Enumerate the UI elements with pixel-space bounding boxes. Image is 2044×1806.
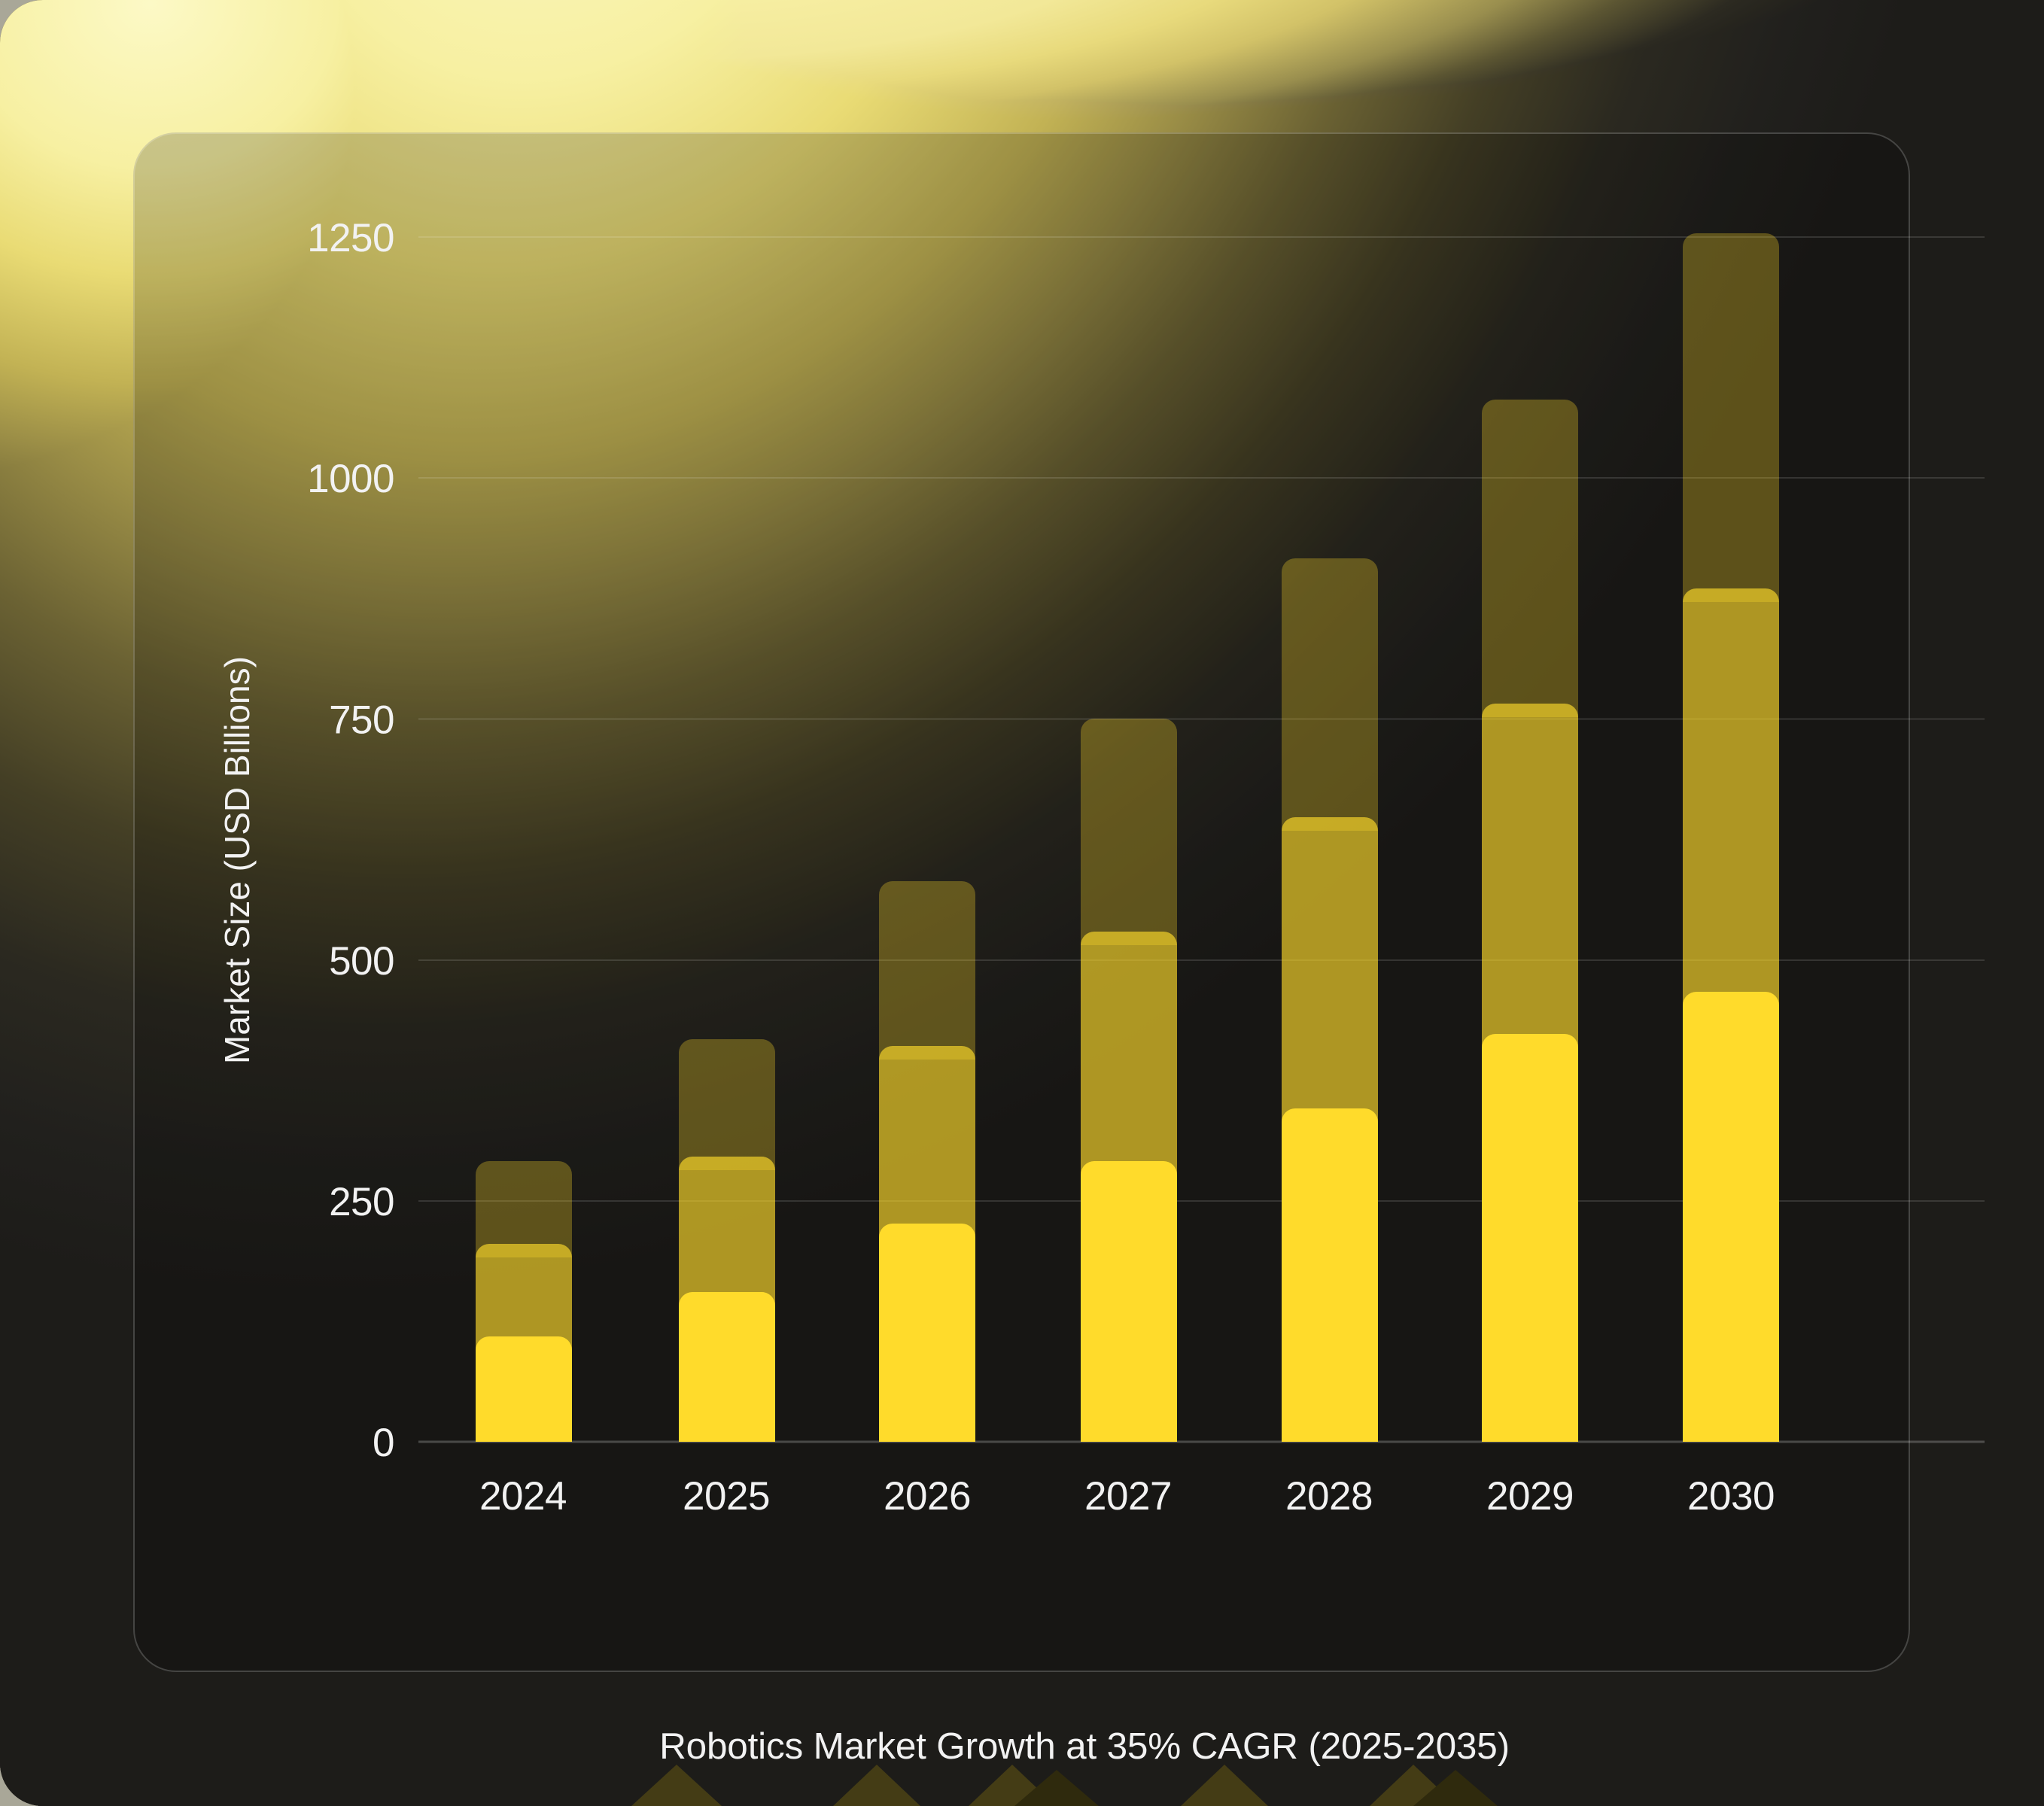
svg-text:1250: 1250	[307, 216, 394, 260]
svg-text:2030: 2030	[1687, 1474, 1775, 1519]
svg-text:250: 250	[329, 1180, 394, 1224]
svg-text:2024: 2024	[479, 1474, 567, 1519]
svg-text:0: 0	[373, 1421, 394, 1465]
svg-text:Robotics Market Growth at 35%: Robotics Market Growth at 35% CAGR (2025…	[659, 1725, 1510, 1767]
svg-text:1000: 1000	[307, 457, 394, 501]
svg-text:2027: 2027	[1084, 1474, 1172, 1519]
svg-text:2025: 2025	[683, 1474, 770, 1519]
svg-text:500: 500	[329, 939, 394, 984]
svg-text:750: 750	[329, 698, 394, 743]
svg-text:2026: 2026	[884, 1474, 971, 1519]
svg-text:Market Size (USD Billions): Market Size (USD Billions)	[217, 656, 257, 1064]
svg-text:2028: 2028	[1285, 1474, 1373, 1519]
svg-text:2029: 2029	[1486, 1474, 1574, 1519]
